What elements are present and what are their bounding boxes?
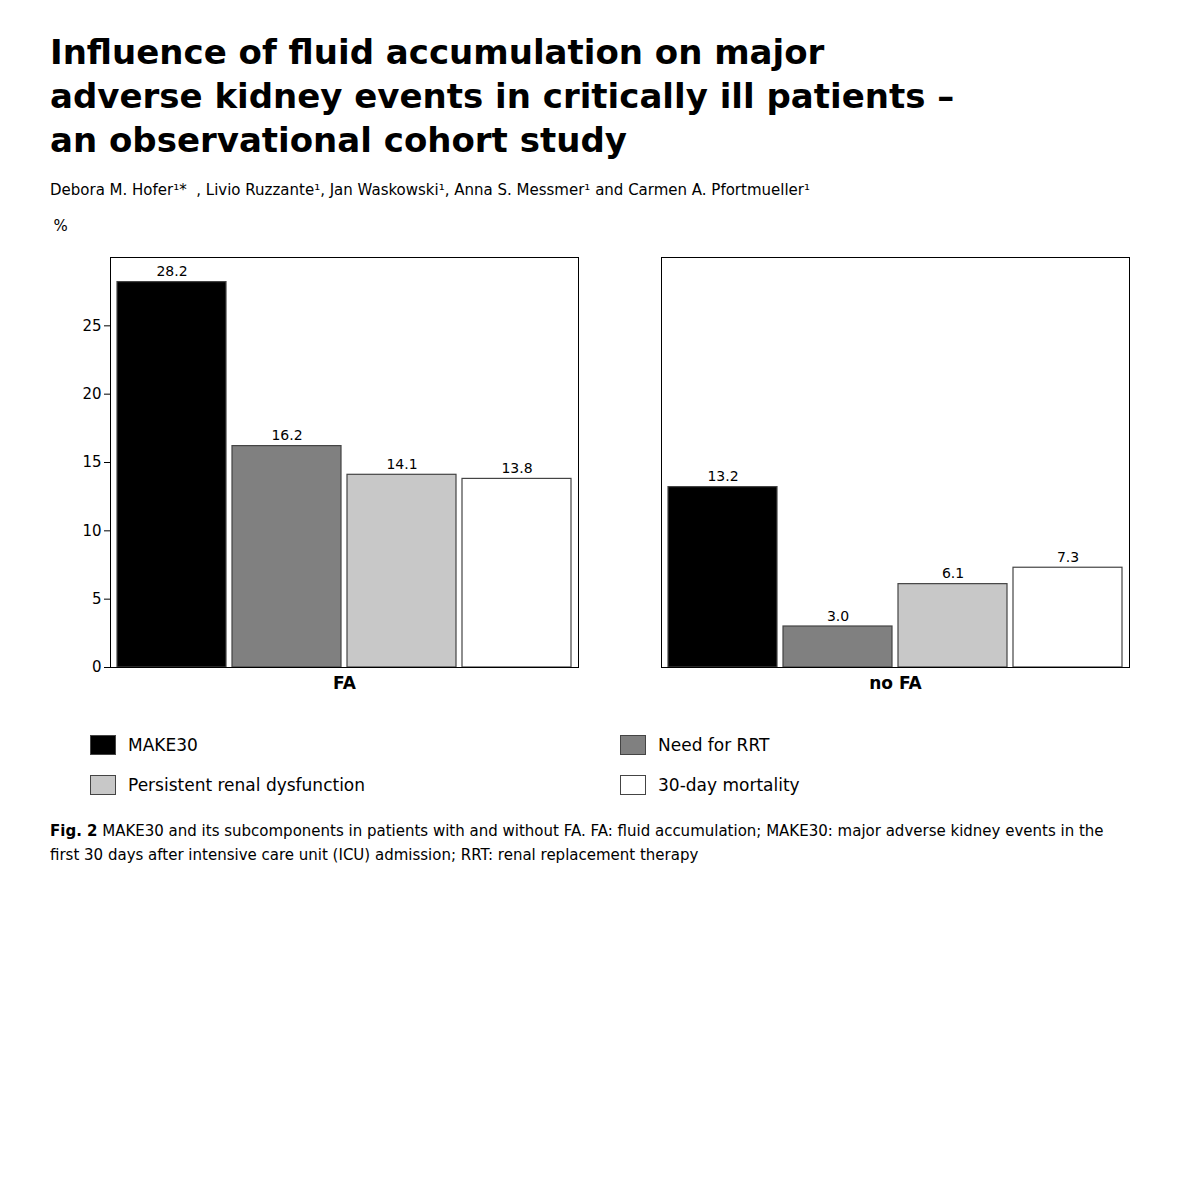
svg-text:13.8: 13.8	[501, 459, 532, 475]
svg-text:7.3: 7.3	[1057, 548, 1079, 564]
svg-text:5: 5	[92, 590, 102, 608]
svg-text:6.1: 6.1	[942, 565, 964, 581]
svg-text:14.1: 14.1	[386, 455, 417, 471]
svg-text:FA: FA	[333, 672, 357, 692]
svg-text:10: 10	[82, 521, 101, 539]
html-text:Fig. 2 MAKE30 and its subcompo: Fig. 2 MAKE30 and its subcomponents in p…	[50, 821, 1104, 864]
svg-text:no FA: no FA	[869, 672, 922, 692]
html-text:MAKE30: MAKE30	[128, 734, 198, 755]
svg-text:0: 0	[92, 658, 102, 676]
svg-text:3.0: 3.0	[827, 607, 849, 623]
html-text:30-day mortality: 30-day mortality	[658, 774, 800, 795]
svg-text:13.2: 13.2	[707, 468, 738, 484]
html-text:Debora M. Hofer¹* , Livio Ruzz: Debora M. Hofer¹* , Livio Ruzzante¹, Jan…	[50, 180, 810, 199]
svg-text:25: 25	[82, 316, 101, 334]
svg-text:16.2: 16.2	[271, 427, 302, 443]
svg-text:20: 20	[82, 385, 101, 403]
svg-text:28.2: 28.2	[156, 263, 187, 279]
html-text:Need for RRT: Need for RRT	[658, 734, 770, 755]
svg-text:15: 15	[82, 453, 101, 471]
svg-text:%: %	[54, 217, 68, 235]
html-text:Persistent renal dysfunction: Persistent renal dysfunction	[128, 774, 365, 795]
html-text:Influence of fluid accumulatio: Influence of fluid accumulation on major…	[50, 32, 955, 161]
